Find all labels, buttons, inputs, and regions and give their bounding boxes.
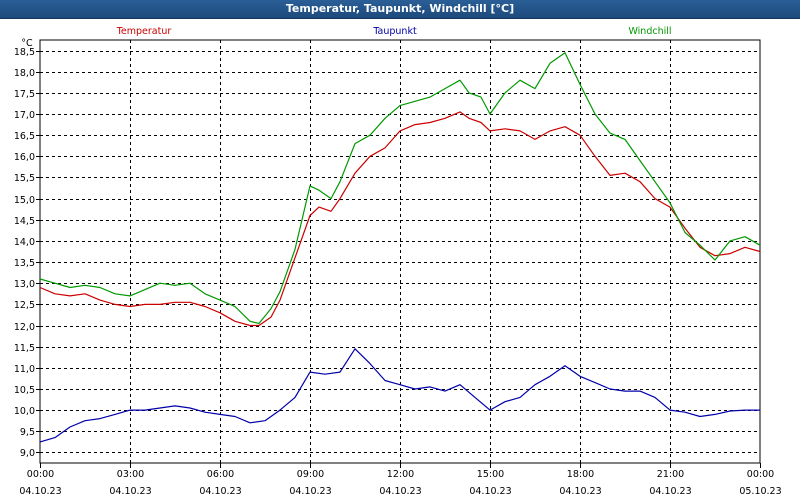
x-tick-time-label: 00:00 <box>27 469 54 480</box>
legend-entry-temperatur: Temperatur <box>116 26 172 37</box>
x-tick-time-label: 18:00 <box>567 469 594 480</box>
y-tick-label: 15,5 <box>14 173 35 184</box>
y-tick-label: 10,5 <box>14 385 35 396</box>
y-tick-label: 14,5 <box>14 216 35 227</box>
x-tick-date-label: 04.10.23 <box>109 486 151 497</box>
y-tick-label: 18,0 <box>14 68 35 79</box>
x-tick-date-label: 04.10.23 <box>379 486 421 497</box>
series-line-windchill <box>39 52 761 324</box>
y-tick-label: 17,0 <box>14 110 35 121</box>
y-tick-label: 16,5 <box>14 131 35 142</box>
x-tick-time-label: 15:00 <box>477 469 504 480</box>
y-tick-label: 11,5 <box>14 343 35 354</box>
x-tick-time-label: 03:00 <box>117 469 144 480</box>
grid <box>39 39 761 464</box>
x-tick-date-label: 04.10.23 <box>469 486 511 497</box>
y-tick-label: 15,0 <box>14 195 35 206</box>
y-tick-label: 13,5 <box>14 258 35 269</box>
y-tick-label: 9,5 <box>20 427 35 438</box>
series-line-taupunkt <box>39 348 760 443</box>
y-tick-label: 12,0 <box>14 322 35 333</box>
x-tick-time-label: 00:00 <box>747 469 774 480</box>
x-tick-time-label: 12:00 <box>387 469 414 480</box>
y-tick-label: 16,0 <box>14 152 35 163</box>
legend-entry-windchill: Windchill <box>628 26 671 37</box>
x-tick-time-label: 06:00 <box>207 469 234 480</box>
x-tick-date-label: 05.10.23 <box>739 486 781 497</box>
x-tick-time-label: 21:00 <box>657 469 684 480</box>
series-line-temperatur <box>39 111 761 327</box>
axes: 9,0 9,5 10,0 10,5 11,0 11,5 12,0 12,5 13,0 13,5 14… <box>14 38 782 497</box>
y-tick-label: 13,0 <box>14 279 35 290</box>
x-tick-date-label: 04.10.23 <box>559 486 601 497</box>
y-tick-label: 14,0 <box>14 237 35 248</box>
chart-area: 9,0 9,5 10,0 10,5 11,0 11,5 12,0 12,5 13,0 13,5 14… <box>0 19 800 500</box>
y-tick-label: 11,0 <box>14 364 35 375</box>
y-tick-label: 12,5 <box>14 300 35 311</box>
y-tick-label: 10,0 <box>14 406 35 417</box>
line-chart: 9,0 9,5 10,0 10,5 11,0 11,5 12,0 12,5 13,0 13,5 14… <box>14 26 782 497</box>
x-tick-date-label: 04.10.23 <box>289 486 331 497</box>
series-lines <box>39 52 761 443</box>
chart-title: Temperatur, Taupunkt, Windchill [°C] <box>0 0 800 19</box>
legend-entry-taupunkt: Taupunkt <box>372 26 417 37</box>
y-tick-label: 17,5 <box>14 89 35 100</box>
x-tick-date-label: 04.10.23 <box>19 486 61 497</box>
y-tick-label: 9,0 <box>20 448 35 459</box>
x-tick-date-label: 04.10.23 <box>649 486 691 497</box>
y-tick-label: 18,5 <box>14 47 35 58</box>
legend: Temperatur Taupunkt Windchill <box>116 26 672 37</box>
y-axis-label: °C <box>21 38 33 49</box>
x-tick-time-label: 09:00 <box>297 469 324 480</box>
x-tick-date-label: 04.10.23 <box>199 486 241 497</box>
